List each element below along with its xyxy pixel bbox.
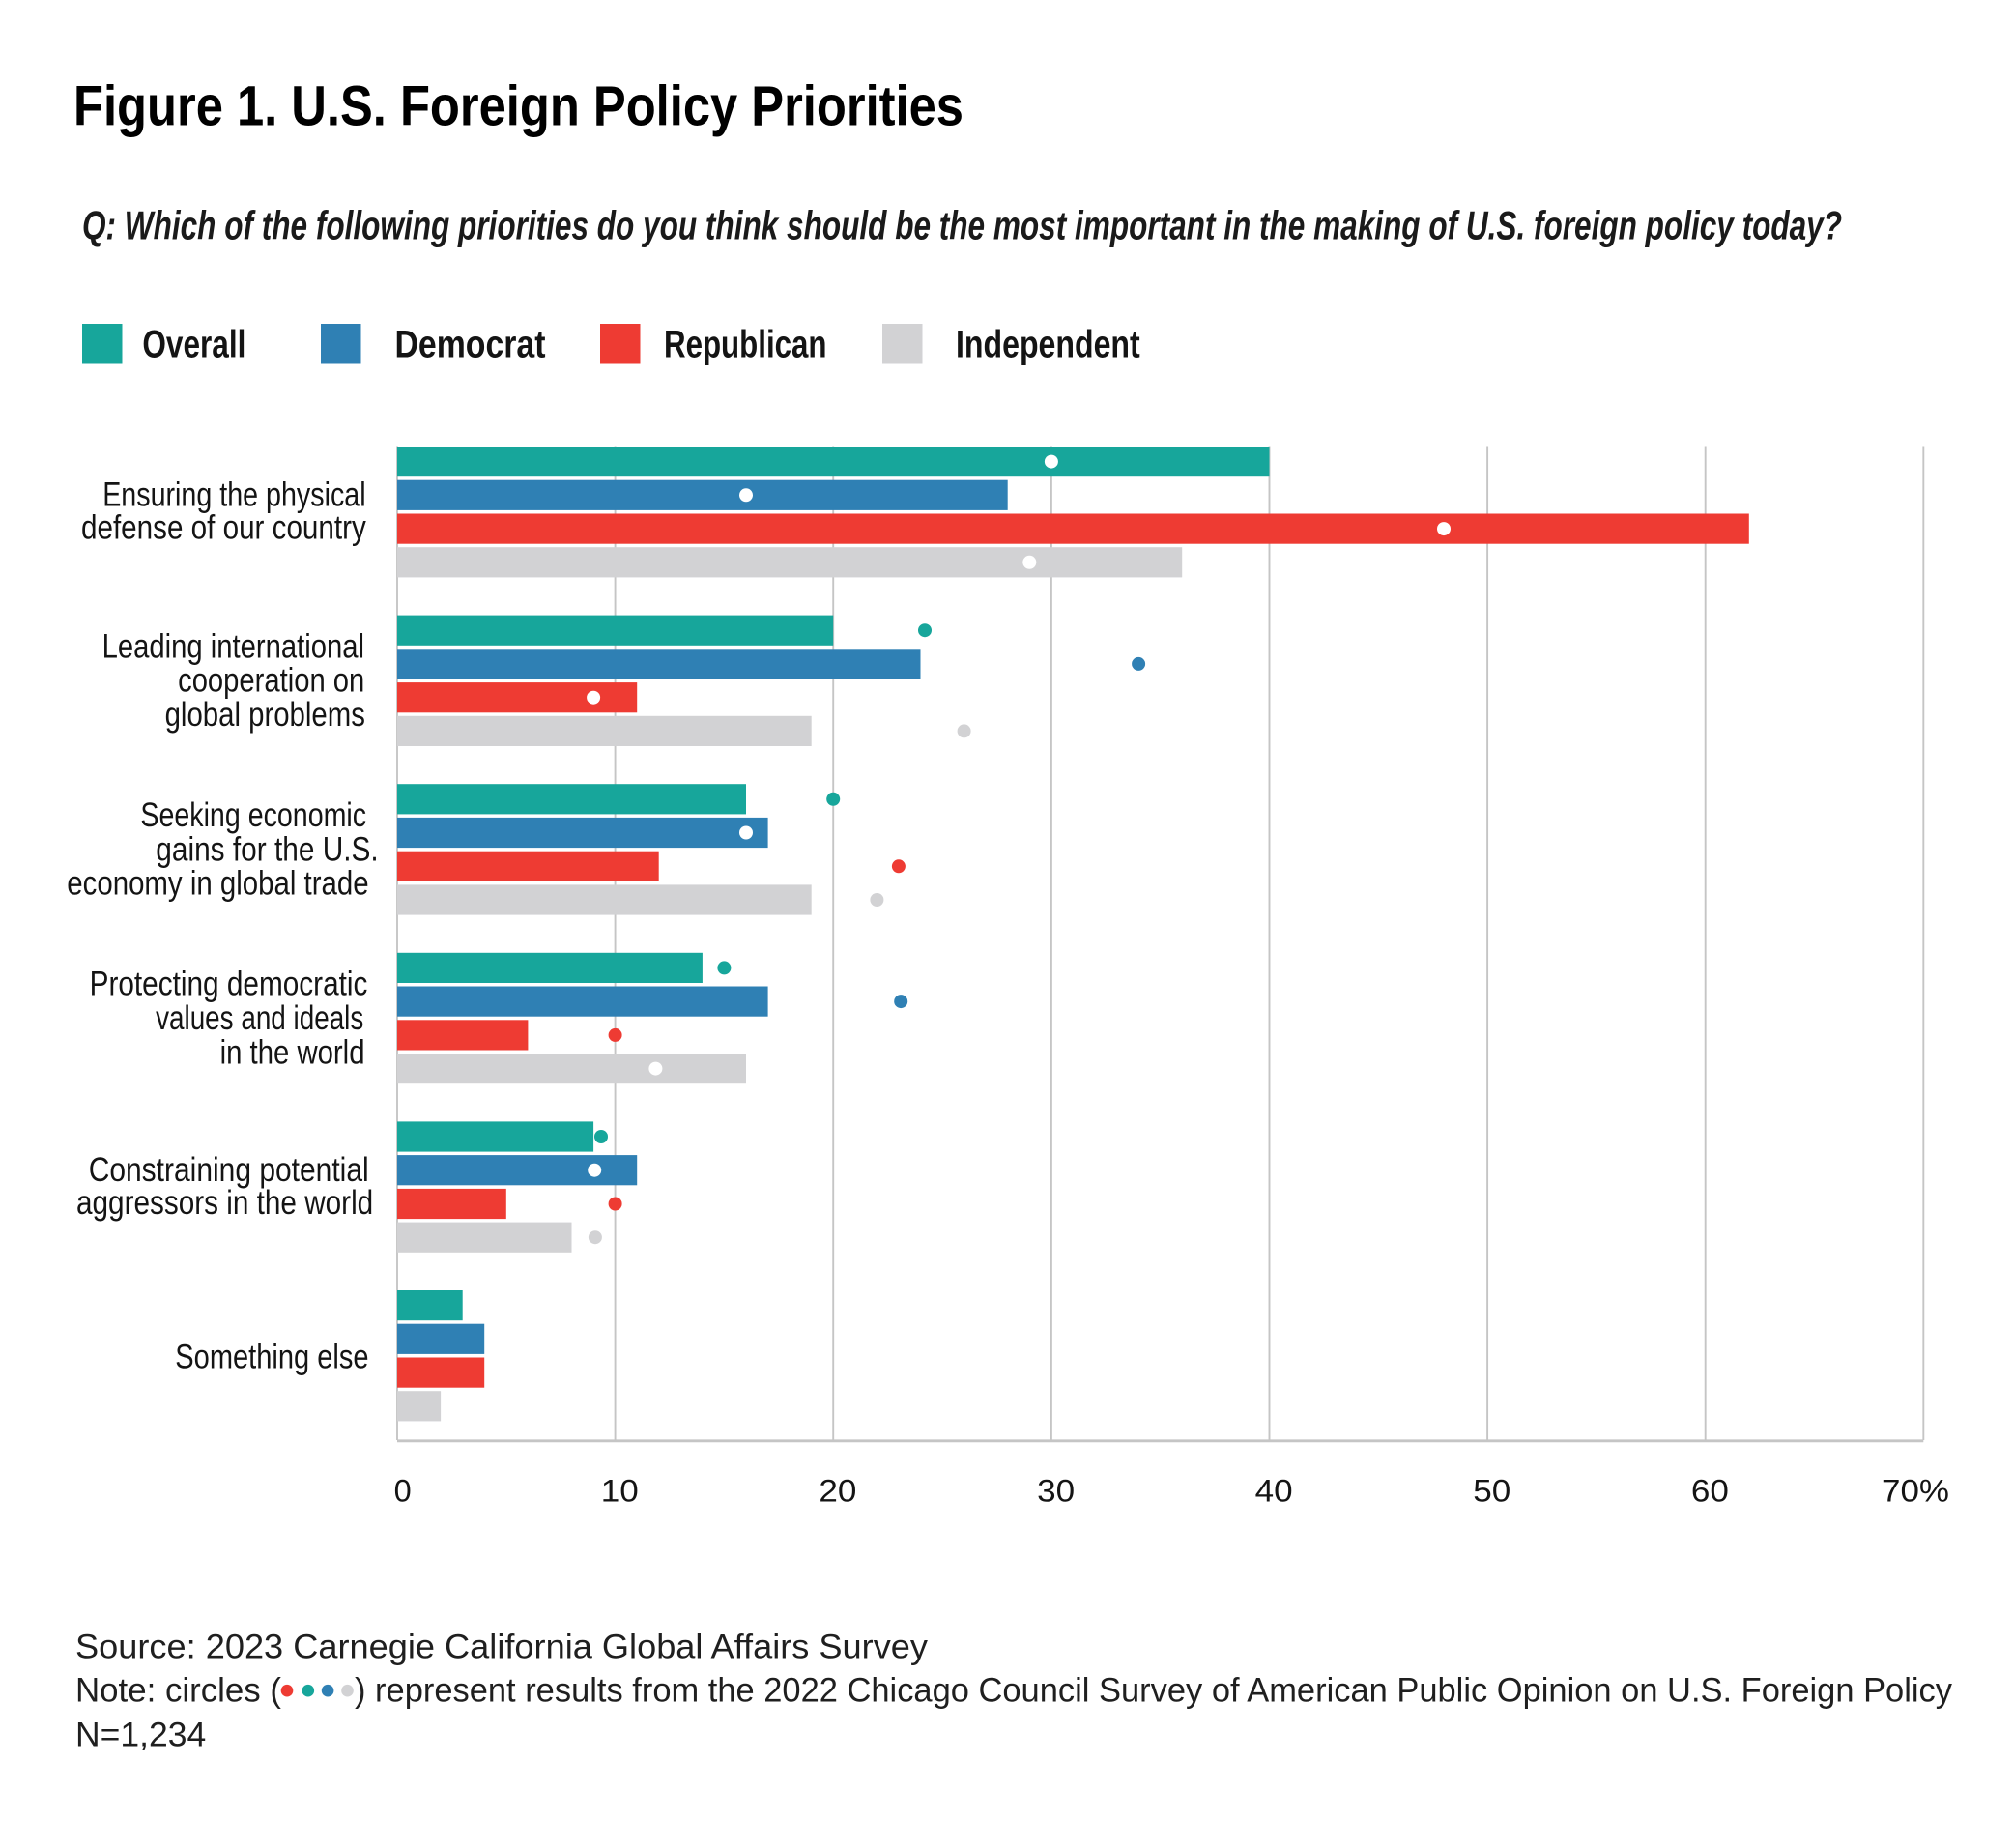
svg-text:50: 50: [1473, 1474, 1510, 1509]
svg-text:in the world: in the world: [220, 1033, 365, 1071]
svg-text:Ensuring the physical: Ensuring the physical: [102, 476, 365, 514]
svg-text:Overall: Overall: [142, 324, 245, 366]
svg-text:) represent results from the 2: ) represent results from the 2022 Chicag…: [355, 1671, 1952, 1710]
svg-text:cooperation on: cooperation on: [178, 662, 364, 700]
svg-text:Q: Which of the following prio: Q: Which of the following priorities do …: [82, 203, 1842, 248]
svg-text:Something else: Something else: [175, 1338, 368, 1375]
svg-text:Republican: Republican: [664, 324, 827, 366]
svg-text:economy in global trade: economy in global trade: [67, 865, 368, 903]
svg-text:values and ideals: values and ideals: [156, 999, 363, 1037]
svg-text:40: 40: [1255, 1474, 1293, 1509]
svg-text:0: 0: [394, 1474, 412, 1509]
svg-text:70%: 70%: [1882, 1474, 1949, 1509]
svg-text:global problems: global problems: [165, 696, 365, 734]
svg-text:Constraining potential: Constraining potential: [89, 1151, 369, 1189]
svg-text:gains for the U.S.: gains for the U.S.: [156, 830, 378, 868]
svg-text:Note: circles (: Note: circles (: [75, 1671, 281, 1710]
svg-text:Seeking economic: Seeking economic: [140, 796, 366, 834]
svg-text:Source: 2023 Carnegie Californ: Source: 2023 Carnegie California Global …: [75, 1627, 928, 1665]
svg-text:Protecting democratic: Protecting democratic: [90, 966, 368, 1003]
svg-text:Democrat: Democrat: [395, 324, 546, 366]
svg-text:30: 30: [1037, 1474, 1075, 1509]
svg-text:Figure 1. U.S. Foreign Policy: Figure 1. U.S. Foreign Policy Priorities: [73, 75, 964, 138]
svg-text:aggressors in the world: aggressors in the world: [76, 1184, 373, 1222]
svg-text:defense of our country: defense of our country: [81, 509, 366, 547]
svg-text:Leading international: Leading international: [102, 627, 364, 665]
svg-text:N=1,234: N=1,234: [75, 1716, 206, 1754]
svg-text:Independent: Independent: [956, 324, 1140, 366]
svg-text:60: 60: [1691, 1474, 1729, 1509]
svg-text:10: 10: [601, 1474, 639, 1509]
svg-text:20: 20: [819, 1474, 856, 1509]
